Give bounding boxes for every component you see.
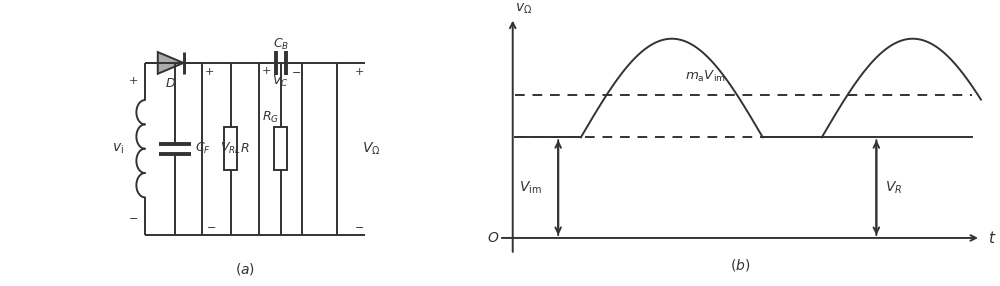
Text: $+$: $+$ [204,66,214,77]
Text: $v_{\Omega}$: $v_{\Omega}$ [515,1,532,16]
Text: $V_C$: $V_C$ [272,74,289,89]
Text: $V_{RL}$: $V_{RL}$ [220,141,241,156]
Text: $V_{\mathrm{im}}$: $V_{\mathrm{im}}$ [519,179,542,196]
Text: $C_B$: $C_B$ [273,37,289,52]
Polygon shape [158,52,184,74]
Text: $+$: $+$ [261,65,271,76]
Text: $m_{\mathrm{a}}V_{\mathrm{im}}$: $m_{\mathrm{a}}V_{\mathrm{im}}$ [685,69,726,84]
Text: $V_R$: $V_R$ [885,179,903,196]
Text: $-$: $-$ [291,66,301,76]
Text: $+$: $+$ [128,75,139,86]
Text: $V_{\Omega}$: $V_{\Omega}$ [362,140,380,157]
Text: $R$: $R$ [240,142,249,155]
Text: $(b)$: $(b)$ [730,257,750,273]
Bar [274,127,287,170]
Text: $C_F$: $C_F$ [195,141,211,156]
Text: $-$: $-$ [128,212,139,222]
Text: $+$: $+$ [354,66,364,77]
Text: $-$: $-$ [206,221,216,231]
Text: $v_{\mathrm{i}}$: $v_{\mathrm{i}}$ [112,142,124,156]
Text: $(a)$: $(a)$ [235,261,255,277]
Text: $D$: $D$ [165,77,176,90]
Text: $t$: $t$ [988,230,996,246]
Text: $R_G$: $R_G$ [262,110,279,125]
Bar [224,127,237,170]
Text: $-$: $-$ [354,221,364,231]
Text: $O$: $O$ [487,231,499,245]
